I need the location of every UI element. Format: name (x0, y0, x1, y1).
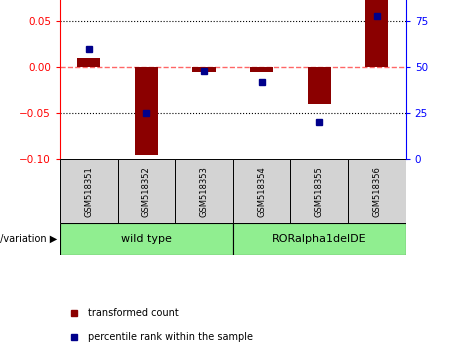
Bar (135, 67, 158, 155)
Bar (118, 159, 175, 223)
Bar (60, 223, 233, 255)
Bar (233, 223, 406, 255)
Bar (250, 67, 273, 72)
Text: GSM518356: GSM518356 (372, 166, 381, 217)
Text: GSM518353: GSM518353 (200, 166, 208, 217)
Text: transformed count: transformed count (88, 308, 178, 318)
Text: percentile rank within the sample: percentile rank within the sample (88, 332, 253, 342)
Text: RORalpha1delDE: RORalpha1delDE (272, 234, 366, 244)
Bar (60, 159, 118, 223)
Bar (365, 0, 388, 67)
Bar (193, 67, 216, 72)
Text: GSM518355: GSM518355 (315, 166, 324, 217)
Bar (308, 67, 331, 104)
Text: GSM518352: GSM518352 (142, 166, 151, 217)
Bar (348, 159, 406, 223)
Text: genotype/variation ▶: genotype/variation ▶ (0, 234, 57, 244)
Text: GSM518354: GSM518354 (257, 166, 266, 217)
Bar (290, 159, 348, 223)
Bar (77, 58, 100, 67)
Bar (175, 159, 233, 223)
Bar (233, 159, 290, 223)
Text: wild type: wild type (121, 234, 172, 244)
Text: GSM518351: GSM518351 (84, 166, 93, 217)
